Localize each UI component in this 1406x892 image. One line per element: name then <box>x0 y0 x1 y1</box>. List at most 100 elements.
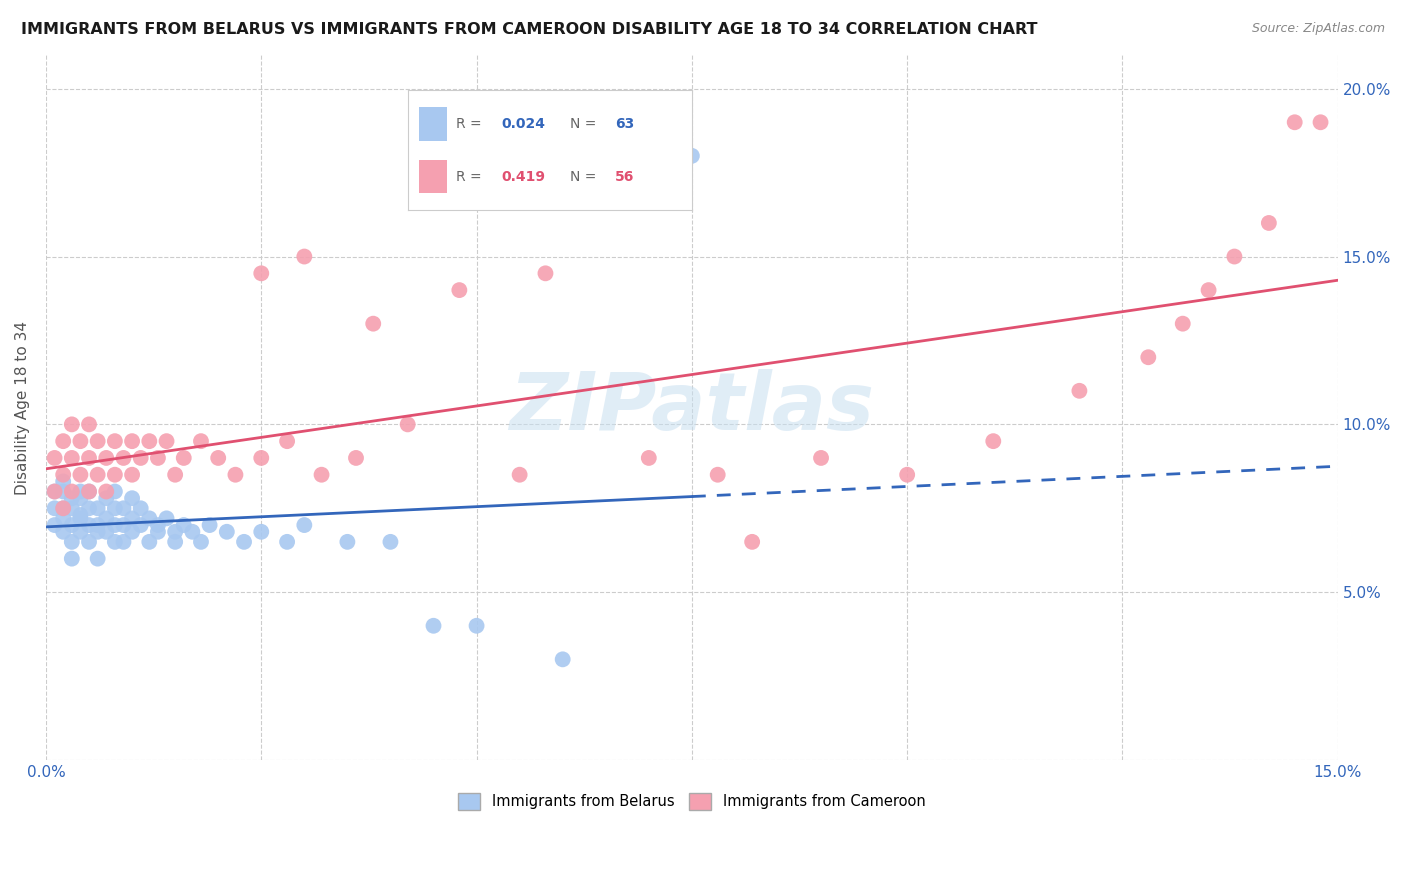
Point <box>155 434 177 449</box>
Point <box>1198 283 1220 297</box>
Point <box>681 149 703 163</box>
Point <box>1069 384 1091 398</box>
Point <box>69 484 91 499</box>
Point <box>706 467 728 482</box>
Point <box>292 250 315 264</box>
Point <box>77 450 100 465</box>
Point <box>422 619 444 633</box>
Point <box>534 266 557 280</box>
Point <box>104 518 127 533</box>
Point <box>52 501 75 516</box>
Point <box>165 467 187 482</box>
Point <box>1309 115 1331 129</box>
Point <box>86 434 108 449</box>
Point <box>52 511 75 525</box>
Point <box>86 551 108 566</box>
Point <box>146 450 169 465</box>
Point <box>104 501 127 516</box>
Point <box>52 484 75 499</box>
Point <box>60 518 83 533</box>
Point <box>551 652 574 666</box>
Point <box>96 524 118 539</box>
Point <box>86 524 108 539</box>
Point <box>146 518 169 533</box>
Point <box>121 434 143 449</box>
Point <box>810 450 832 465</box>
Point <box>344 450 367 465</box>
Point <box>1284 115 1306 129</box>
Point <box>215 524 238 539</box>
Point <box>44 501 66 516</box>
Point <box>44 484 66 499</box>
Point <box>96 450 118 465</box>
Point <box>77 417 100 432</box>
Point <box>165 524 187 539</box>
Point <box>121 491 143 506</box>
Point <box>69 467 91 482</box>
Point <box>104 484 127 499</box>
Point <box>52 434 75 449</box>
Point <box>44 518 66 533</box>
Point <box>1171 317 1194 331</box>
Point <box>292 518 315 533</box>
Point <box>181 524 204 539</box>
Point <box>44 450 66 465</box>
Point <box>60 534 83 549</box>
Point <box>112 534 135 549</box>
Point <box>336 534 359 549</box>
Legend: Immigrants from Belarus, Immigrants from Cameroon: Immigrants from Belarus, Immigrants from… <box>453 787 931 816</box>
Point <box>509 467 531 482</box>
Point <box>190 434 212 449</box>
Point <box>60 551 83 566</box>
Point <box>77 484 100 499</box>
Point <box>104 467 127 482</box>
Point <box>77 484 100 499</box>
Point <box>380 534 402 549</box>
Point <box>96 491 118 506</box>
Point <box>121 467 143 482</box>
Text: Source: ZipAtlas.com: Source: ZipAtlas.com <box>1251 22 1385 36</box>
Point <box>52 501 75 516</box>
Point <box>77 501 100 516</box>
Point <box>207 450 229 465</box>
Point <box>311 467 333 482</box>
Point <box>77 518 100 533</box>
Point <box>396 417 419 432</box>
Point <box>104 534 127 549</box>
Point <box>146 524 169 539</box>
Point <box>276 534 298 549</box>
Point <box>104 434 127 449</box>
Point <box>1223 250 1246 264</box>
Point <box>190 534 212 549</box>
Point <box>741 534 763 549</box>
Point <box>138 511 160 525</box>
Point <box>138 434 160 449</box>
Point <box>60 491 83 506</box>
Point <box>276 434 298 449</box>
Point <box>96 484 118 499</box>
Point <box>121 524 143 539</box>
Point <box>981 434 1004 449</box>
Point <box>60 501 83 516</box>
Y-axis label: Disability Age 18 to 34: Disability Age 18 to 34 <box>15 320 30 494</box>
Point <box>60 484 83 499</box>
Point <box>69 434 91 449</box>
Point <box>52 524 75 539</box>
Point <box>1257 216 1279 230</box>
Point <box>198 518 221 533</box>
Point <box>165 534 187 549</box>
Point <box>173 450 195 465</box>
Point <box>155 511 177 525</box>
Point <box>121 511 143 525</box>
Point <box>60 417 83 432</box>
Point <box>112 501 135 516</box>
Point <box>86 501 108 516</box>
Point <box>449 283 471 297</box>
Point <box>637 450 659 465</box>
Point <box>129 501 152 516</box>
Point <box>138 534 160 549</box>
Point <box>173 518 195 533</box>
Point <box>86 518 108 533</box>
Point <box>112 450 135 465</box>
Point <box>52 475 75 489</box>
